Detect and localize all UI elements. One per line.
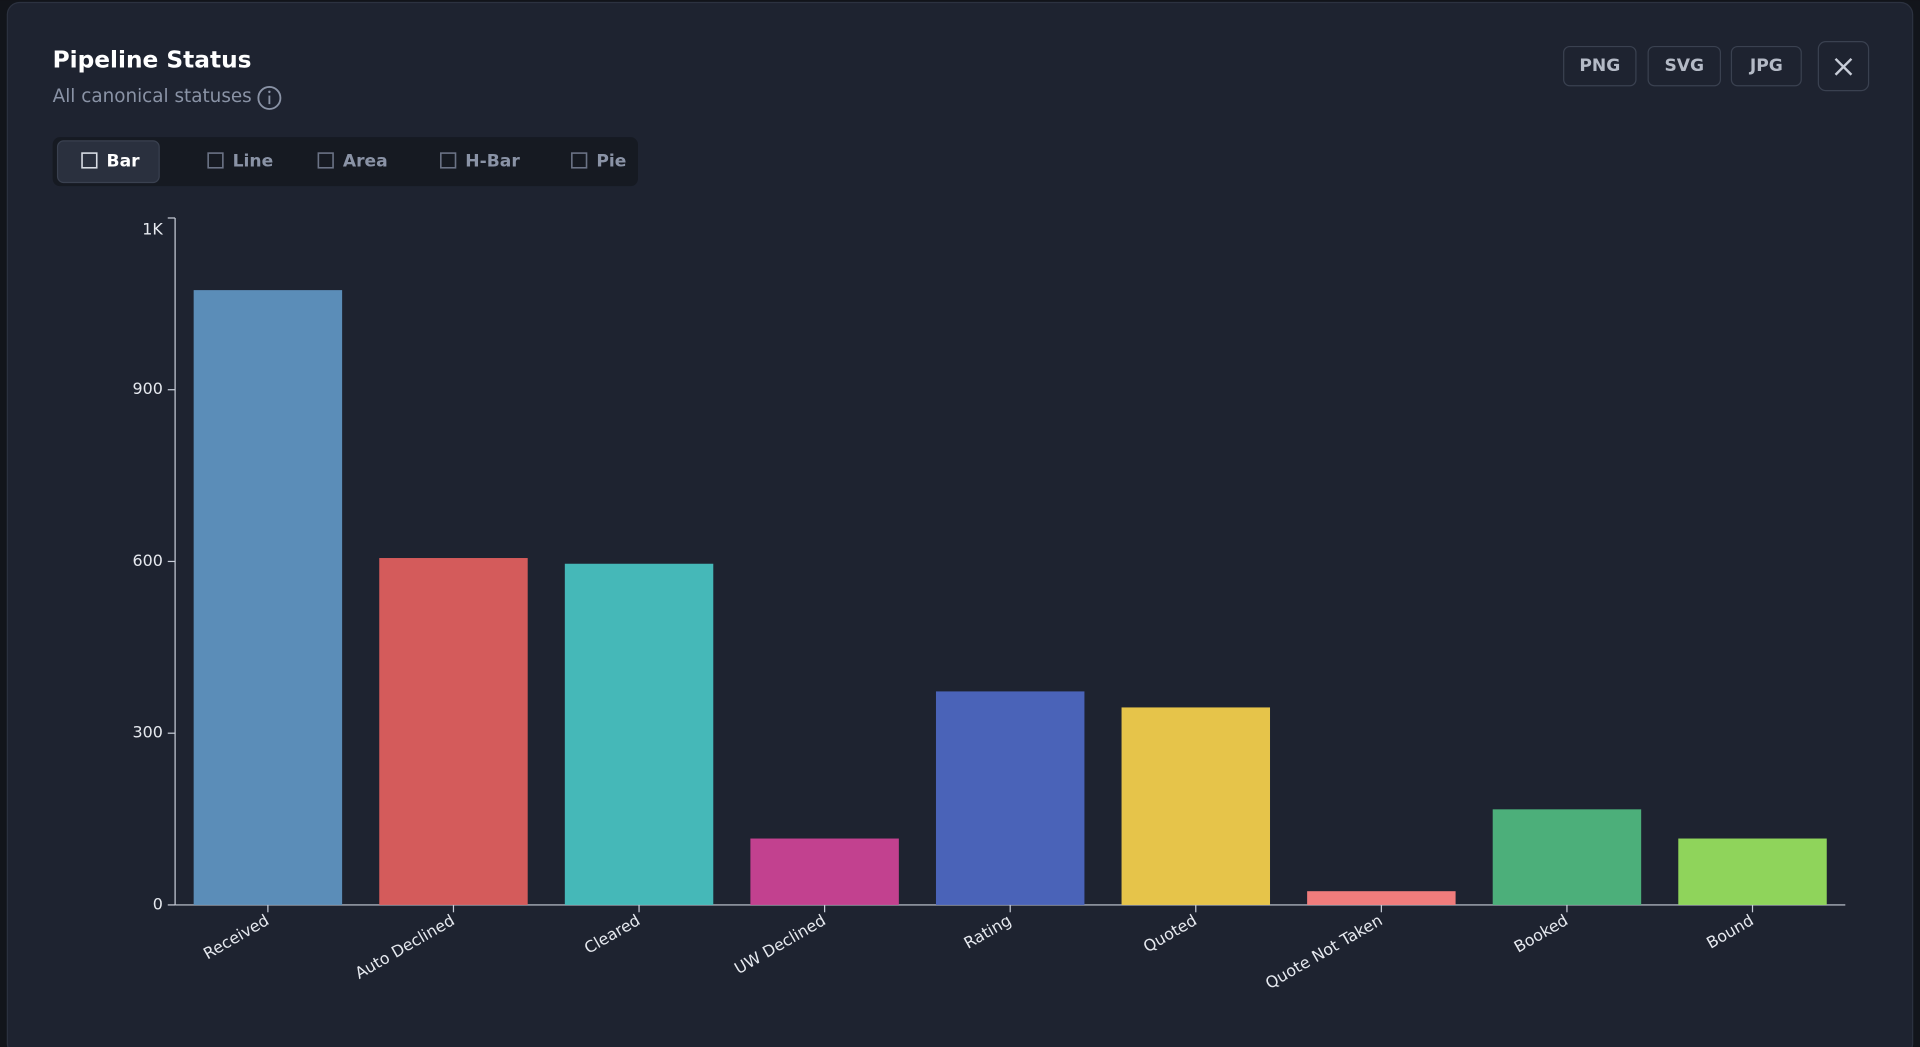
bar[interactable] <box>379 558 528 905</box>
bar[interactable] <box>564 563 714 905</box>
tab-active[interactable] <box>56 140 160 184</box>
bar[interactable] <box>1492 809 1642 905</box>
title: Pipeline Status <box>53 47 252 74</box>
y-tick-label: 0 <box>153 894 163 913</box>
y-tick-label: 900 <box>132 379 162 398</box>
export-button[interactable] <box>1647 45 1722 87</box>
tab-label[interactable]: Pie <box>596 152 626 172</box>
export-button[interactable] <box>1563 45 1637 87</box>
tab-label[interactable]: H-Bar <box>465 152 520 172</box>
y-tick-label: 1K <box>142 220 163 239</box>
tab-icon <box>207 152 224 169</box>
y-tick-label: 300 <box>132 723 162 742</box>
export-button-label[interactable]: SVG <box>1664 56 1704 76</box>
export-button-label[interactable]: PNG <box>1579 56 1620 76</box>
tab-bar <box>52 137 638 187</box>
subtitle: All canonical statuses <box>53 86 252 107</box>
bar[interactable] <box>750 838 899 905</box>
export-button-label[interactable]: JPG <box>1749 56 1783 76</box>
bar[interactable] <box>935 691 1085 905</box>
tab-icon <box>317 152 334 169</box>
tab-label[interactable]: Bar <box>107 152 141 172</box>
bar[interactable] <box>1678 838 1827 905</box>
y-tick-label: 600 <box>132 551 162 570</box>
tab-label[interactable]: Line <box>233 152 274 172</box>
tab-icon <box>440 152 457 169</box>
bar[interactable] <box>1307 891 1456 905</box>
info-icon[interactable] <box>257 86 282 110</box>
tab-icon <box>571 152 588 169</box>
export-button[interactable] <box>1730 45 1802 87</box>
bar[interactable] <box>193 290 343 905</box>
bar[interactable] <box>1121 707 1271 905</box>
close-button[interactable] <box>1817 41 1870 92</box>
tab-label[interactable]: Area <box>343 152 388 172</box>
tab-icon <box>81 152 98 169</box>
